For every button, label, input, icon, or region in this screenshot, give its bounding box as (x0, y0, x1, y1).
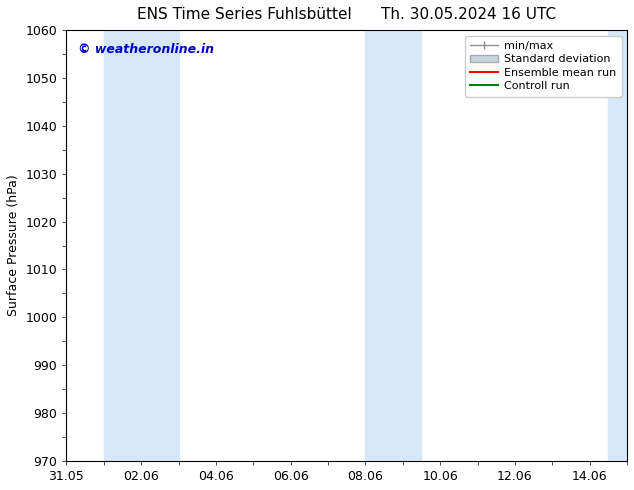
Bar (104, 30, 179, 461)
Y-axis label: Surface Pressure (hPa): Surface Pressure (hPa) (7, 174, 20, 317)
Bar (609, 30, 627, 461)
Legend: min/max, Standard deviation, Ensemble mean run, Controll run: min/max, Standard deviation, Ensemble me… (465, 36, 621, 97)
Text: © weatheronline.in: © weatheronline.in (77, 43, 214, 56)
Title: ENS Time Series Fuhlsbüttel      Th. 30.05.2024 16 UTC: ENS Time Series Fuhlsbüttel Th. 30.05.20… (137, 7, 556, 22)
Bar (365, 30, 422, 461)
